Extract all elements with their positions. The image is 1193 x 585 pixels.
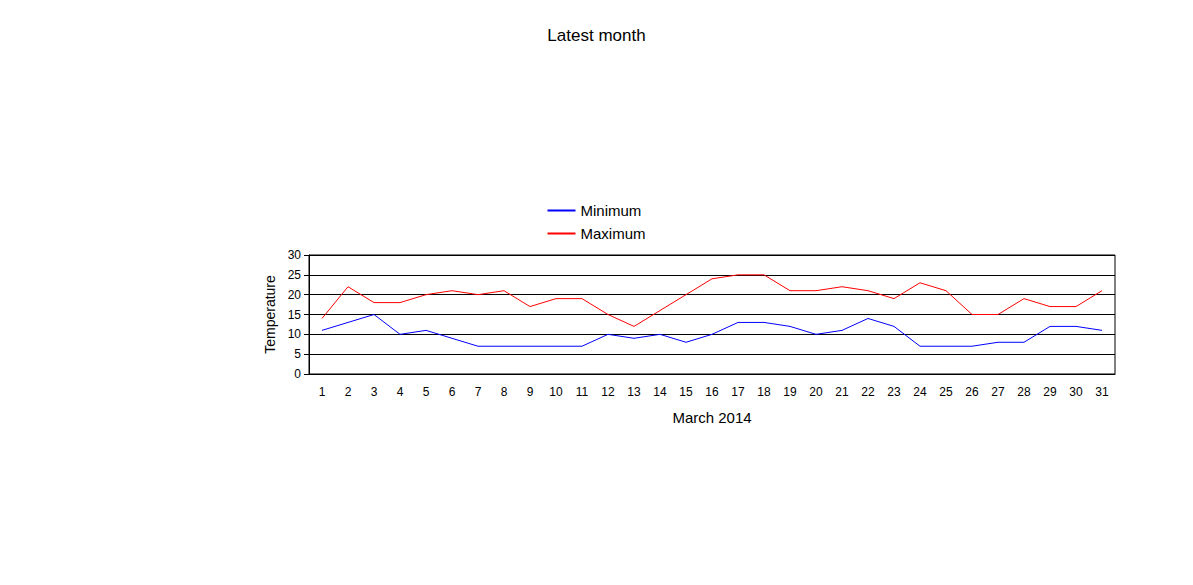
svg-text:12: 12 [601, 385, 615, 399]
svg-text:5: 5 [294, 347, 301, 361]
svg-text:5: 5 [423, 385, 430, 399]
svg-text:22: 22 [861, 385, 875, 399]
svg-text:Maximum: Maximum [580, 225, 645, 242]
svg-text:30: 30 [1069, 385, 1083, 399]
svg-text:25: 25 [288, 268, 302, 282]
svg-text:1: 1 [319, 385, 326, 399]
svg-text:13: 13 [627, 385, 641, 399]
svg-text:17: 17 [731, 385, 745, 399]
svg-text:15: 15 [679, 385, 693, 399]
svg-text:8: 8 [501, 385, 508, 399]
svg-text:7: 7 [475, 385, 482, 399]
svg-text:28: 28 [1017, 385, 1031, 399]
svg-text:24: 24 [913, 385, 927, 399]
svg-text:3: 3 [371, 385, 378, 399]
svg-text:11: 11 [576, 385, 589, 399]
svg-text:Minimum: Minimum [580, 202, 641, 219]
svg-text:21: 21 [835, 385, 849, 399]
svg-text:4: 4 [397, 385, 404, 399]
svg-text:2: 2 [345, 385, 352, 399]
svg-text:29: 29 [1043, 385, 1057, 399]
svg-text:15: 15 [288, 308, 302, 322]
svg-text:25: 25 [939, 385, 953, 399]
svg-text:10: 10 [549, 385, 563, 399]
svg-text:20: 20 [288, 288, 302, 302]
svg-text:31: 31 [1095, 385, 1109, 399]
svg-text:27: 27 [991, 385, 1005, 399]
svg-text:19: 19 [783, 385, 797, 399]
svg-text:18: 18 [757, 385, 771, 399]
svg-text:14: 14 [653, 385, 667, 399]
svg-text:6: 6 [449, 385, 456, 399]
svg-text:23: 23 [887, 385, 901, 399]
svg-text:26: 26 [965, 385, 979, 399]
svg-text:Latest month: Latest month [547, 26, 645, 45]
svg-text:20: 20 [809, 385, 823, 399]
svg-text:9: 9 [527, 385, 534, 399]
svg-text:16: 16 [705, 385, 719, 399]
svg-text:10: 10 [288, 327, 302, 341]
svg-text:30: 30 [288, 248, 302, 262]
svg-text:0: 0 [294, 367, 301, 381]
svg-text:Temperature: Temperature [262, 275, 278, 354]
svg-text:March 2014: March 2014 [672, 409, 751, 426]
